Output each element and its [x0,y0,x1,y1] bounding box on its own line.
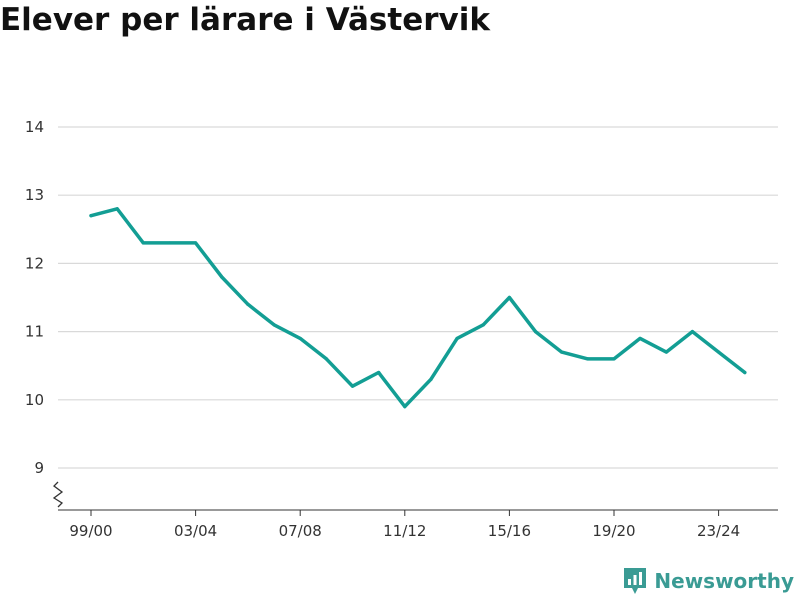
data-point [220,275,224,279]
data-point [638,336,642,341]
data-point [194,241,198,245]
data-point [89,214,93,218]
y-tick-label: 10 [25,391,44,409]
x-tick-label: 07/08 [279,522,322,540]
data-point [664,350,668,354]
data-point [298,336,302,341]
brand-logo: Newsworthy [622,566,794,596]
data-point [324,357,328,361]
gridlines [58,126,778,469]
data-point [403,405,407,409]
data-point [246,302,250,306]
y-tick-label: 12 [25,254,44,272]
data-point [350,384,355,388]
y-axis-break-icon [52,481,64,508]
newsworthy-logo-icon [624,568,647,594]
data-point [560,350,564,354]
y-tick-label: 13 [25,186,44,204]
series-layer [89,207,747,409]
y-tick-label: 9 [34,459,44,477]
data-point [586,357,590,361]
x-axis [52,481,778,516]
chart-title: Elever per lärare i Västervik [0,2,490,38]
x-tick-label: 03/04 [174,522,217,540]
x-tick-label: 11/12 [383,522,426,540]
data-point [507,295,511,300]
x-tick-label: 99/00 [69,522,112,540]
data-point [533,330,538,334]
x-tick-label: 15/16 [488,522,531,540]
y-axis-tick-labels: 9 10 11 12 13 14 [25,118,44,477]
x-tick-label: 19/20 [592,522,635,540]
y-tick-label: 14 [25,118,44,136]
y-tick-label: 11 [25,323,44,341]
data-point [717,350,721,354]
brand-name: Newsworthy [654,569,794,593]
data-point [115,207,119,211]
data-point [167,241,172,245]
x-axis-tick-labels: 99/00 03/04 07/08 11/12 15/16 19/20 23/24 [69,522,740,540]
data-point [377,370,381,375]
series-line [89,207,747,409]
data-point [429,377,433,381]
data-point [481,323,485,327]
data-point [690,330,695,334]
data-point [141,241,145,245]
data-point [455,336,459,341]
x-tick-label: 23/24 [697,522,740,540]
data-point [272,323,276,327]
data-point [612,357,616,361]
data-point [743,370,747,375]
